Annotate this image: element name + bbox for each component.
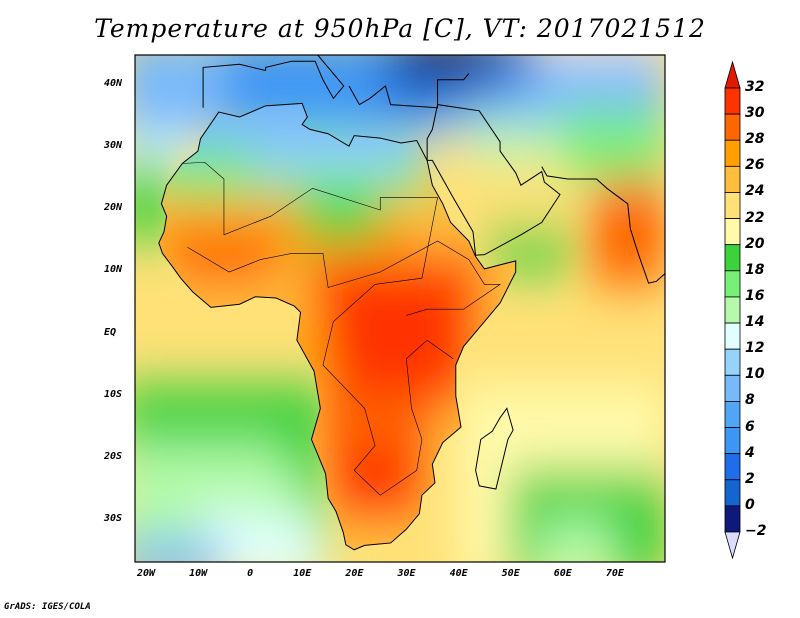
colorbar-label: 2 <box>745 470 755 487</box>
colorbar-box <box>724 87 741 115</box>
colorbar-label: 8 <box>745 392 755 409</box>
colorbar-label: 24 <box>745 183 765 200</box>
colorbar-label: 26 <box>745 157 765 174</box>
colorbar-box <box>724 453 741 481</box>
lon-tick-label: 20E <box>345 568 364 579</box>
colorbar-label: 20 <box>745 235 765 252</box>
lat-tick-label: 30S <box>104 513 123 524</box>
colorbar-label: 32 <box>745 79 765 95</box>
colorbar-box <box>724 139 741 167</box>
colorbar-label: 14 <box>745 314 765 331</box>
lon-tick-label: 0 <box>247 568 254 579</box>
lon-tick-label: 30E <box>397 568 416 579</box>
colorbar-bottom-triangle <box>724 531 741 560</box>
colorbar-box <box>724 427 741 455</box>
lat-tick-label: EQ <box>104 327 117 338</box>
lat-tick-label: 20N <box>104 202 123 213</box>
colorbar-label: 6 <box>745 418 755 435</box>
colorbar-label: 16 <box>745 287 765 304</box>
colorbar <box>724 60 741 560</box>
lat-tick-label: 10S <box>104 389 123 400</box>
map-frame <box>134 54 666 563</box>
lon-tick-label: 20W <box>136 568 156 579</box>
colorbar-label: 12 <box>745 340 765 357</box>
colorbar-box <box>724 296 741 324</box>
lat-tick-label: 10N <box>104 264 123 275</box>
colorbar-box <box>724 218 741 246</box>
colorbar-label: 10 <box>745 366 765 383</box>
lat-tick-label: 40N <box>104 78 123 89</box>
colorbar-box <box>724 505 741 533</box>
footer-credit: GrADS: IGES/COLA <box>4 602 91 612</box>
lon-tick-label: 70E <box>605 568 624 579</box>
colorbar-box <box>724 270 741 298</box>
coastlines <box>159 55 667 550</box>
lon-tick-label: 60E <box>553 568 572 579</box>
colorbar-box <box>724 165 741 193</box>
colorbar-label: 28 <box>745 131 765 148</box>
lon-tick-label: 10W <box>189 568 208 579</box>
colorbar-box <box>724 479 741 507</box>
lon-tick-label: 50E <box>501 568 520 579</box>
colorbar-box <box>724 401 741 428</box>
lat-tick-label: 20S <box>104 451 123 462</box>
colorbar-label: 4 <box>745 444 755 461</box>
colorbar-box <box>724 348 741 376</box>
lon-tick-label: 40E <box>449 568 468 579</box>
map-title: Temperature at 950hPa [C], VT: 201702151… <box>94 14 706 43</box>
colorbar-label: 30 <box>745 105 765 122</box>
colorbar-box <box>724 374 741 402</box>
colorbar-label: 18 <box>745 261 765 278</box>
colorbar-box <box>724 322 741 350</box>
lat-tick-label: 30N <box>104 140 123 151</box>
colorbar-top-triangle <box>724 60 741 89</box>
colorbar-label: 0 <box>745 496 755 513</box>
colorbar-box <box>724 192 741 219</box>
colorbar-label: −2 <box>745 523 767 539</box>
colorbar-box <box>724 113 741 141</box>
colorbar-label: 22 <box>745 209 765 226</box>
lon-tick-label: 10E <box>293 568 312 579</box>
temperature-field <box>135 55 667 562</box>
colorbar-box <box>724 244 741 272</box>
